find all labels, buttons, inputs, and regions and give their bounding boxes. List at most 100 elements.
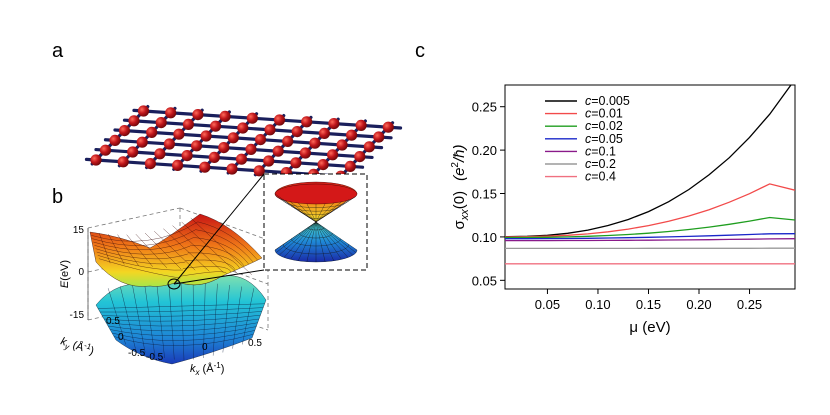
lattice-atom xyxy=(318,127,330,139)
panel-label-b: b xyxy=(52,186,63,208)
legend-entry-4: c=0.1 xyxy=(585,144,616,158)
lattice-atom xyxy=(90,154,102,166)
lattice-atom xyxy=(117,156,129,168)
upper-mesh-line xyxy=(180,271,227,277)
lower-mesh-line xyxy=(111,330,255,341)
lower-mesh-line xyxy=(132,284,146,353)
lattice-atom xyxy=(354,151,366,163)
lattice-atom xyxy=(237,122,249,134)
upper-mesh-line xyxy=(117,234,139,266)
upper-mesh-line xyxy=(93,237,193,251)
upper-mesh-line xyxy=(163,228,210,272)
upper-mesh-line xyxy=(195,229,254,263)
ky-axis: 0.5 0 -0.5 ky (Å-1) xyxy=(58,316,146,360)
lattice-atom xyxy=(128,115,140,127)
x-tick-label: 0.20 xyxy=(686,297,711,312)
cone-mesh-ring xyxy=(283,244,349,255)
y-tick-label: 0.20 xyxy=(472,143,497,158)
band-surface-plot: 15 0 -15 E(eV) 0.5 0 -0.5 ky (Å-1) -0.5 … xyxy=(58,173,368,377)
ky-tick-1: 0.5 xyxy=(106,316,120,327)
lower-mesh-line xyxy=(107,288,126,345)
series-line-3 xyxy=(505,233,795,240)
cone-mesh-line xyxy=(315,221,349,258)
lower-mesh-line xyxy=(109,326,257,336)
x-tick-label: 0.25 xyxy=(737,297,762,312)
y-tick-label: 0.05 xyxy=(472,273,497,288)
upper-mesh-line xyxy=(92,229,196,246)
cone-mesh-line xyxy=(278,221,317,256)
lower-mesh-line xyxy=(97,303,265,309)
kx-tick-1: -0.5 xyxy=(146,352,164,363)
lattice-atom xyxy=(235,153,248,165)
cone-mesh-ring xyxy=(291,205,341,212)
lattice-atom xyxy=(219,110,231,122)
panel-label-c: c xyxy=(415,40,425,62)
lattice-atom xyxy=(163,138,175,150)
lattice-diagram xyxy=(84,104,403,182)
cone-mesh-ring xyxy=(299,233,333,239)
lower-mesh-line xyxy=(242,288,255,345)
series-line-0 xyxy=(505,85,792,238)
panel-label-a: a xyxy=(52,40,64,62)
lower-mesh-line xyxy=(105,318,260,327)
lattice-atom xyxy=(172,159,184,171)
lattice-atom xyxy=(264,124,276,136)
upper-cone-rim xyxy=(274,183,358,205)
upper-mesh-line xyxy=(126,234,153,267)
energy-tick-neg15: -15 xyxy=(70,310,85,321)
upper-mesh-line xyxy=(97,255,183,271)
lattice-atom xyxy=(118,125,131,137)
lattice-atom xyxy=(199,161,211,173)
lattice-atom xyxy=(144,158,156,170)
upper-mesh-line xyxy=(197,221,258,261)
upper-mesh-line xyxy=(182,266,232,273)
ky-axis-label: ky (Å-1) xyxy=(58,334,96,360)
lattice-atom xyxy=(282,135,294,147)
lattice-atom xyxy=(226,163,238,175)
x-tick-label: 0.05 xyxy=(535,297,560,312)
upper-mesh-line xyxy=(108,233,125,265)
energy-tick-0: 0 xyxy=(78,267,84,278)
chart-series xyxy=(505,85,795,265)
lower-mesh-line xyxy=(144,283,156,356)
cone-mesh-line xyxy=(315,201,342,223)
lower-mesh-line xyxy=(107,322,258,332)
zoom-line-top xyxy=(173,173,265,285)
ky-tick-2: 0 xyxy=(118,332,124,343)
kx-axis: -0.5 0 0.5 kx (Å-1) xyxy=(146,338,262,377)
y-tick-label: 0.15 xyxy=(472,187,497,202)
lower-band-mesh xyxy=(97,281,265,361)
upper-mesh-line xyxy=(190,244,245,267)
lattice-atom xyxy=(301,116,313,128)
lattice-atom xyxy=(127,146,139,158)
lower-mesh-line xyxy=(156,282,165,359)
lattice-atom xyxy=(210,120,222,132)
lower-mesh-line xyxy=(232,286,242,349)
upper-mesh-line xyxy=(192,237,249,265)
cone-mesh-line xyxy=(315,221,326,262)
lattice-atom xyxy=(309,137,321,149)
upper-mesh-line xyxy=(98,258,181,279)
lattice-atom xyxy=(299,147,311,159)
lower-mesh-line xyxy=(168,282,175,360)
cone-mesh-line xyxy=(298,202,317,223)
cone-mesh-line xyxy=(283,200,317,223)
series-line-4 xyxy=(505,238,795,242)
lower-mesh-line xyxy=(99,307,264,313)
cone-mesh-ring xyxy=(283,199,349,208)
upper-mesh-line xyxy=(94,245,191,255)
lattice-atom xyxy=(254,134,267,146)
lower-mesh-line xyxy=(113,334,254,346)
energy-axis-label: E(eV) xyxy=(59,260,71,288)
lattice-bond-column xyxy=(145,108,204,170)
cone-mesh-ring xyxy=(299,210,333,215)
y-tick-label: 0.10 xyxy=(472,230,497,245)
legend-entry-1: c=0.01 xyxy=(585,107,623,121)
upper-mesh-line xyxy=(95,248,188,260)
lattice-atom xyxy=(373,131,385,143)
legend-entry-5: c=0.2 xyxy=(585,157,616,171)
cone-mesh-ring xyxy=(291,238,341,247)
x-axis-label: μ (eV) xyxy=(629,319,670,336)
